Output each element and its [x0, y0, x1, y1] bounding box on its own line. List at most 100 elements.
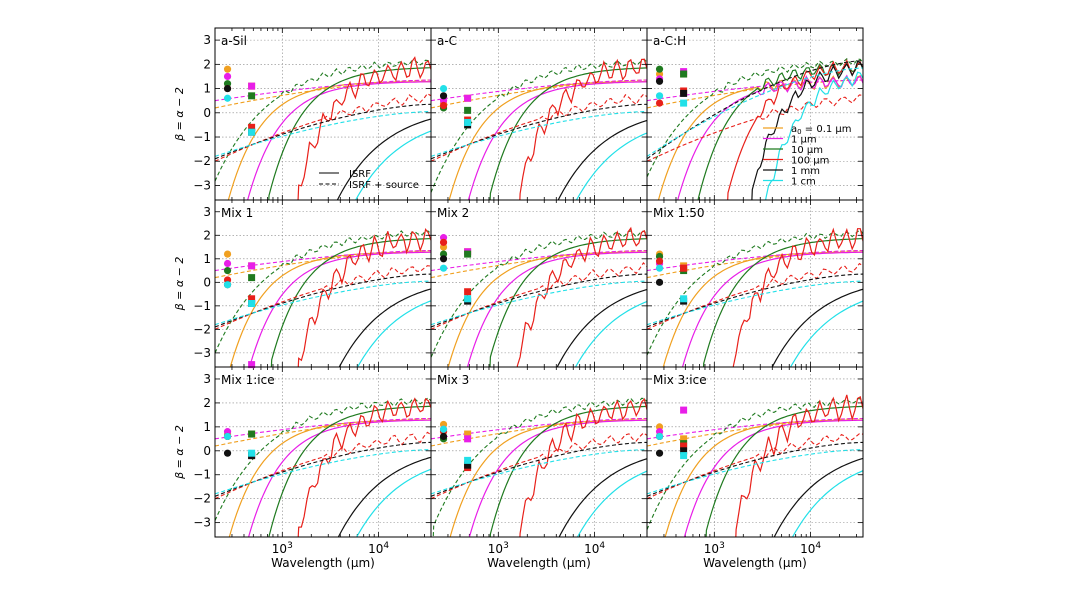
curve-dashed-a1cm: [215, 111, 431, 157]
y-tick-label: −2: [193, 492, 211, 506]
marker-square-a100um: [680, 264, 688, 272]
curve-solid-a0.1um: [228, 419, 431, 537]
curve-dashed-a0.1um: [431, 79, 647, 109]
panel-title: Mix 1:50: [653, 206, 705, 220]
x-axis-label: Wavelength (μm): [487, 556, 591, 570]
y-tick-label: 2: [203, 228, 211, 242]
curve-solid-a100um: [297, 56, 431, 200]
curve-solid-a1mm: [337, 456, 431, 537]
curve-dashed-a1mm: [215, 273, 431, 328]
marker-square-a1mm: [464, 461, 472, 469]
curve-solid-a100um: [519, 58, 647, 200]
curve-solid-a100um: [297, 397, 431, 537]
panel-title: Mix 3:ice: [653, 373, 707, 387]
curve-dashed-a1cm: [431, 449, 647, 495]
marker-circle-a0.1um: [223, 250, 232, 258]
curve-dashed-a10um: [647, 397, 863, 530]
marker-square-a100um: [680, 442, 688, 450]
curve-solid-a1mm: [336, 118, 431, 200]
curve-solid-a1um: [681, 251, 863, 367]
y-axis-label: β = α − 2: [173, 87, 186, 142]
marker-circle-a10um: [223, 266, 232, 275]
curve-dashed-a1mm: [215, 441, 431, 497]
curve-dashed-a1cm: [647, 280, 863, 326]
y-tick-label: 1: [203, 420, 211, 434]
curve-solid-a0.1um: [448, 81, 647, 200]
legend-label-solid: ISRF: [349, 169, 371, 180]
marker-square-a1um: [464, 435, 472, 443]
marker-square-a0.1um: [680, 435, 688, 443]
curve-dashed-a100um: [647, 262, 863, 330]
marker-circle-a100um: [655, 257, 664, 265]
legend-label-a10um: 10 μm: [791, 145, 823, 156]
curves: [215, 56, 431, 200]
y-tick-label: −3: [193, 516, 211, 530]
y-tick-label: 0: [203, 106, 211, 120]
curve-solid-a100um: [727, 59, 863, 200]
curve-dashed-a1mm: [431, 441, 647, 497]
marker-circle-a1cm: [223, 94, 232, 102]
marker-circle-a0.1um: [223, 65, 232, 73]
panel-title: Mix 3: [437, 373, 469, 387]
x-tick-label: 104: [584, 541, 605, 556]
marker-square-a10um: [464, 106, 472, 114]
curve-dashed-a1cm: [647, 67, 863, 157]
curve-solid-a1mm: [558, 458, 647, 537]
curve-dashed-a0.1um: [647, 417, 863, 447]
marker-square-a10um: [464, 250, 472, 258]
y-tick-label: −1: [193, 468, 211, 482]
curve-solid-a1cm: [575, 132, 647, 200]
marker-square-a100um: [464, 288, 472, 296]
curve-solid-a0.1um: [449, 419, 647, 537]
y-tick-label: 1: [203, 252, 211, 266]
y-tick-label: −1: [193, 130, 211, 144]
curve-solid-a100um: [297, 228, 431, 367]
marker-square-a1cm: [464, 118, 472, 126]
marker-circle-a1mm: [655, 77, 664, 85]
marker-square-a10um: [248, 430, 256, 438]
panel-title: Mix 1:ice: [221, 373, 275, 387]
curve-solid-a0.1um: [657, 75, 863, 200]
marker-circle-a1mm: [223, 84, 232, 93]
curve-solid-a1mm: [771, 288, 863, 367]
marker-circle-a1cm: [439, 425, 448, 433]
marker-square-a1mm: [680, 89, 688, 97]
marker-circle-a1cm: [655, 432, 664, 441]
curve-solid-a1mm: [556, 288, 647, 367]
curve-solid-a10um: [268, 67, 431, 200]
curve-solid-a1cm: [574, 300, 647, 367]
marker-square-a100um: [248, 295, 256, 303]
curve-dashed-a1mm: [215, 103, 431, 160]
curve-solid-a0.1um: [229, 251, 431, 367]
marker-square-a1cm: [248, 128, 256, 136]
x-tick-label: 104: [368, 541, 389, 556]
curve-solid-a100um: [732, 227, 863, 367]
panel-1: a-C: [430, 27, 648, 201]
curve-solid-a1cm: [765, 71, 863, 200]
x-tick-label: 103: [272, 541, 293, 556]
y-tick-label: 0: [203, 275, 211, 289]
y-tick-label: 3: [203, 372, 211, 386]
panel-frame: [646, 366, 864, 538]
marker-circle-a100um: [655, 99, 664, 107]
curve-dashed-a100um: [215, 265, 431, 330]
marker-square-a1um: [248, 361, 256, 369]
curve-solid-a10um: [489, 67, 647, 200]
marker-circle-a1um: [223, 72, 232, 81]
panel-frame: [646, 27, 864, 201]
curve-dashed-a1cm: [431, 111, 647, 157]
curve-dashed-a0.1um: [215, 417, 431, 447]
curve-solid-a10um: [489, 405, 647, 537]
curve-solid-a0.1um: [447, 251, 647, 367]
curve-dashed-a1cm: [647, 449, 863, 495]
curve-solid-a10um: [697, 61, 863, 200]
curve-solid-a10um: [268, 405, 431, 537]
curves: [647, 227, 863, 367]
legend-label-a1um: 1 μm: [791, 135, 817, 146]
marker-square-a10um: [680, 70, 688, 78]
curve-dashed-a1um: [215, 79, 431, 102]
marker-square-a1cm: [680, 99, 688, 107]
